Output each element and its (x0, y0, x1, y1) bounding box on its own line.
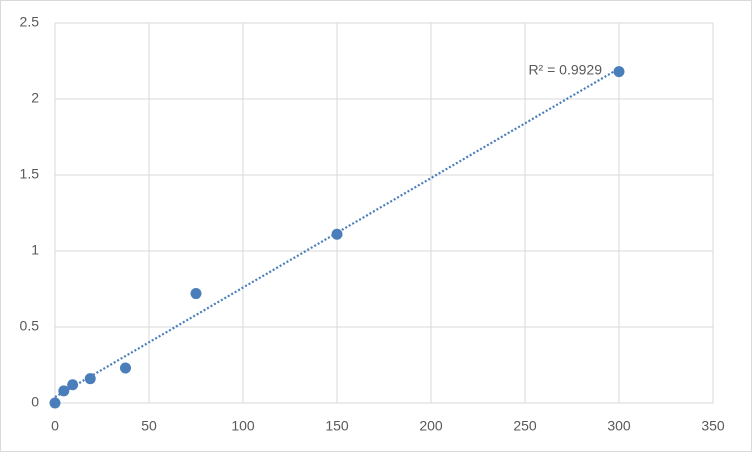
x-tick-label: 300 (607, 418, 631, 434)
point (58, 385, 70, 397)
x-tick-label: 100 (231, 418, 255, 434)
x-tick-label: 50 (141, 418, 157, 434)
x-tick-label: 350 (701, 418, 725, 434)
y-tick-label: 2.5 (20, 14, 40, 30)
point (49, 397, 61, 409)
point (190, 288, 202, 300)
x-tick-label: 200 (419, 418, 443, 434)
y-tick-label: 1 (31, 242, 39, 258)
y-tick-label: 0 (31, 394, 39, 410)
y-tick-label: 0.5 (20, 318, 40, 334)
point (613, 66, 625, 78)
y-tick-label: 1.5 (20, 166, 40, 182)
point (84, 373, 96, 385)
x-tick-label: 250 (513, 418, 537, 434)
point (331, 228, 343, 240)
trendline (54, 67, 620, 399)
y-tick-label: 2 (31, 90, 39, 106)
x-tick-label: 0 (51, 418, 59, 434)
x-tick-label: 150 (325, 418, 349, 434)
annotation: R² = 0.9929 (528, 62, 602, 78)
point (67, 379, 79, 391)
point (120, 362, 131, 374)
